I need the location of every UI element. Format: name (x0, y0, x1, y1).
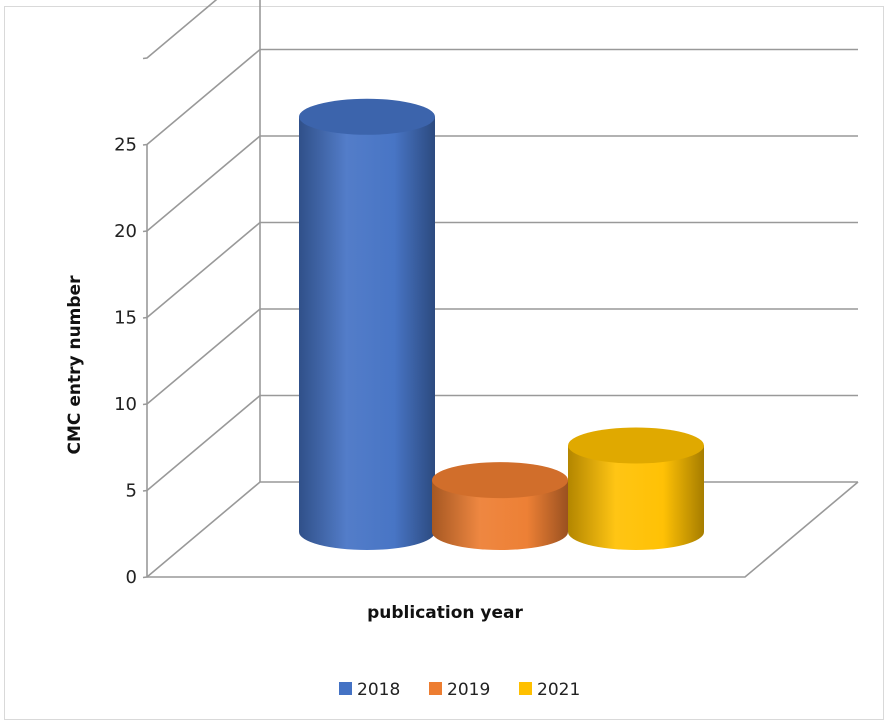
bar-body (568, 445, 704, 550)
bar-2019 (432, 462, 568, 550)
y-tick-label: 0 (126, 567, 137, 588)
bar-body (432, 480, 568, 550)
bar-body (299, 116, 435, 551)
y-tick-labels: 0 5 10 15 20 25 (114, 135, 137, 589)
legend-swatch (429, 682, 442, 695)
legend: 2018 2019 2021 (339, 680, 580, 700)
chart-frame (4, 6, 884, 720)
legend-swatch (339, 682, 352, 695)
legend-label: 2021 (537, 680, 580, 700)
bar-top (432, 462, 568, 499)
bar-2018 (299, 98, 435, 551)
legend-label: 2019 (447, 680, 490, 700)
y-tick-label: 5 (126, 481, 137, 502)
legend-item-2018: 2018 (339, 680, 400, 700)
gridline (142, 135, 858, 233)
bar-top (299, 98, 435, 135)
y-tick-label: 25 (114, 135, 137, 156)
y-tick-label: 10 (114, 394, 137, 415)
gridline (142, 0, 218, 60)
gridline (142, 48, 858, 146)
bar-top (568, 427, 704, 464)
bar-2021 (568, 427, 704, 550)
gridline (142, 221, 858, 319)
gridline (142, 394, 858, 492)
y-axis-title: CMC entry number (65, 275, 85, 455)
legend-swatch (519, 682, 532, 695)
legend-item-2019: 2019 (429, 680, 490, 700)
y-tick-label: 15 (114, 308, 137, 329)
legend-item-2021: 2021 (519, 680, 580, 700)
x-axis-title: publication year (367, 603, 523, 623)
legend-label: 2018 (357, 680, 400, 700)
gridline (142, 308, 858, 406)
y-tick-label: 20 (114, 221, 137, 242)
bars (299, 98, 704, 551)
floor-edge (147, 481, 859, 578)
